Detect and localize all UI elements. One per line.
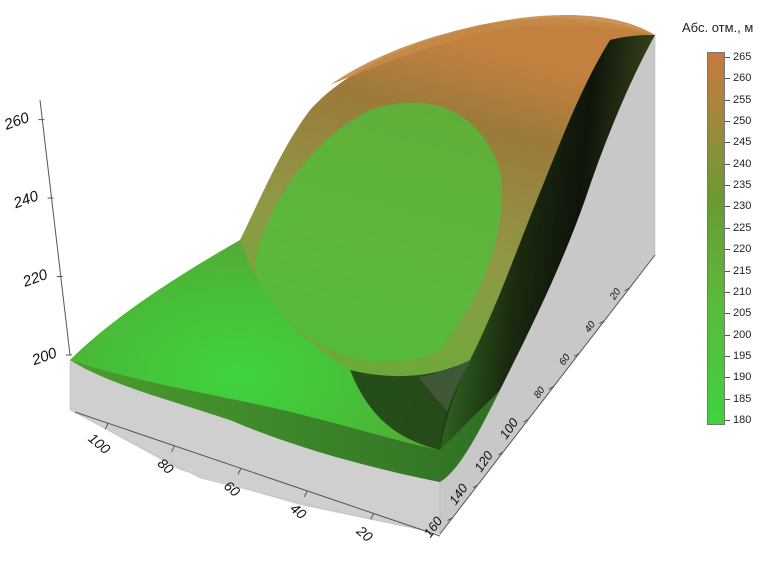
colorbar-tick-mark — [725, 78, 730, 80]
crest-rim — [330, 15, 655, 85]
colorbar-tick-label: 240 — [733, 157, 752, 170]
colorbar-tick-mark — [725, 270, 730, 272]
colorbar-tick-label: 250 — [733, 115, 752, 128]
x-axis-tick — [104, 423, 109, 430]
y-axis-tick — [523, 418, 529, 423]
colorbar-tick-label: 200 — [733, 328, 752, 341]
z-axis-line — [39, 99, 71, 356]
z-axis-tick-label: 240 — [10, 187, 41, 212]
colorbar-tick-label: 195 — [733, 349, 752, 362]
z-axis-tick-label: 200 — [29, 344, 60, 369]
colorbar-tick-label: 180 — [733, 414, 752, 426]
colorbar-tick-label: 230 — [733, 200, 752, 213]
y-axis-line — [439, 254, 656, 535]
colorbar — [707, 52, 725, 425]
x-axis-tick — [303, 490, 308, 498]
colorbar-tick-mark — [725, 334, 730, 336]
colorbar-tick-mark — [725, 142, 730, 144]
colorbar-tick-label: 215 — [733, 264, 752, 277]
colorbar-tick-label: 220 — [733, 243, 752, 256]
colorbar-title: Абс. отм., м — [682, 20, 754, 35]
colorbar-tick-mark — [725, 185, 730, 187]
y-axis-tick — [447, 517, 453, 522]
colorbar-tick-label: 225 — [733, 221, 752, 234]
y-axis-tick — [573, 353, 580, 357]
x-axis-tick-label: 20 — [353, 522, 376, 545]
colorbar-tick-mark — [725, 420, 730, 421]
x-axis-tick — [370, 513, 375, 520]
colorbar-tick-mark — [725, 99, 730, 101]
colorbar-tick-mark — [725, 398, 730, 400]
colorbar-tick-label: 260 — [733, 72, 752, 85]
z-axis-tick-label: 260 — [1, 109, 32, 134]
colorbar-tick-mark — [725, 355, 730, 357]
x-axis-tick — [171, 445, 175, 453]
colorbar-tick-mark — [725, 121, 730, 123]
colorbar-tick-mark — [725, 291, 730, 293]
colorbar-tick-mark — [725, 57, 730, 58]
x-axis-tick — [237, 468, 242, 475]
colorbar-tick-mark — [725, 227, 730, 229]
y-axis-tick — [599, 320, 605, 325]
colorbar-tick-label: 255 — [733, 93, 752, 106]
z-axis: 260 240 220 200 — [1, 99, 72, 369]
colorbar-tick-label: 265 — [733, 51, 752, 63]
y-axis-tick — [497, 451, 504, 456]
colorbar-tick-mark — [725, 163, 730, 165]
y-axis-tick — [472, 484, 479, 489]
bowl-surface — [255, 102, 502, 362]
colorbar-tick-label: 245 — [733, 136, 752, 149]
colorbar-tick-mark — [725, 313, 730, 315]
colorbar-tick-mark — [725, 206, 730, 208]
y-axis-tick — [548, 385, 555, 390]
y-axis-tick — [624, 287, 630, 292]
colorbar-tick-label: 190 — [733, 371, 752, 384]
colorbar-tick-label: 205 — [733, 307, 752, 320]
colorbar-tick-mark — [725, 377, 730, 379]
valley-surface — [70, 229, 470, 482]
colorbar-tick-label: 185 — [733, 392, 752, 405]
x-axis-line — [74, 411, 441, 537]
x-axis-tick-label: 100 — [85, 430, 113, 457]
z-axis-tick-label: 220 — [20, 266, 51, 291]
front-surface-strip — [70, 360, 500, 482]
colorbar-tick-label: 235 — [733, 179, 752, 192]
scarp-surface — [440, 35, 655, 450]
scarp-lower — [350, 360, 470, 450]
colorbar-tick-mark — [725, 249, 730, 251]
colorbar-tick-label: 210 — [733, 285, 752, 298]
